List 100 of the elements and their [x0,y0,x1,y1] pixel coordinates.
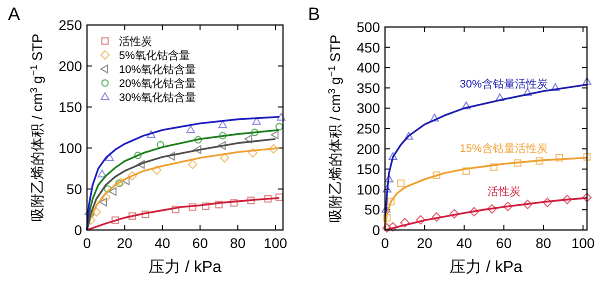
point [582,77,592,85]
point [276,112,286,121]
point [112,216,120,224]
point [167,152,175,161]
point [522,200,532,210]
x-tick-label: 20 [416,235,433,251]
point [556,154,564,162]
point [218,141,226,150]
point [450,209,460,218]
point [230,199,238,207]
point [116,178,126,188]
point [400,218,410,228]
point [387,198,395,206]
x-tick-label: 80 [230,235,246,251]
point [152,165,162,175]
point [244,134,252,144]
point [105,153,114,161]
point [432,171,440,179]
point [194,136,202,144]
point [469,207,479,216]
series-label: 30%含钴量活性炭 [460,77,548,90]
point [542,198,552,208]
x-axis-title: 压力 / kPa [450,258,523,276]
point [98,170,106,178]
point [487,204,497,214]
point [215,200,223,208]
point [583,153,591,161]
point [383,214,391,222]
point [172,206,180,214]
legend-label: 活性炭 [119,35,152,48]
point [202,202,210,210]
point [142,210,150,218]
point [268,144,278,154]
point [186,125,196,134]
y-tick-label: 200 [58,58,82,74]
point [218,120,228,128]
legend-label: 30%氧化钴含量 [119,91,196,104]
y-tick-label: 0 [74,222,82,238]
y-tick-label: 100 [356,181,380,198]
point [388,222,398,232]
legend-label: 20%氧化钴含量 [119,77,196,90]
y-tick-label: 250 [356,120,380,136]
x-tick-label: 40 [456,235,472,251]
series-label: 15%含钴量活性炭 [460,142,548,155]
point [128,171,137,181]
point [250,128,258,136]
point [550,83,560,92]
point [384,174,394,182]
point [382,184,392,193]
y-tick-label: 500 [356,19,380,35]
point [188,160,198,170]
x-axis-title: 压力 / kPa [148,258,222,276]
point [397,180,405,188]
point [503,202,512,212]
y-tick-label: 0 [372,222,380,238]
point [252,117,262,125]
y-tick-label: 100 [58,140,82,156]
x-tick-label: 80 [536,235,552,251]
point [430,114,439,122]
point [248,148,258,158]
point [188,203,196,211]
y-tick-label: 50 [66,181,82,197]
x-tick-label: 40 [154,235,170,251]
y-tick-label: 400 [356,60,380,76]
y-tick-label: 50 [364,202,380,218]
point [108,187,116,196]
point [270,130,279,140]
y-tick-label: 150 [356,161,380,178]
point [514,159,522,167]
point [99,198,108,207]
point [134,152,142,160]
x-tick-label: 20 [116,235,133,251]
point [462,101,471,110]
point [462,167,470,175]
point [490,163,498,171]
x-tick-label: 100 [571,235,595,251]
y-tick-label: 250 [58,17,82,33]
x-tick-label: 100 [264,235,288,251]
point [536,157,544,165]
point [388,152,398,160]
x-tick-label: 60 [192,235,208,251]
y-tick-label: 450 [356,39,380,56]
point [115,180,123,188]
chart-title: A [8,4,20,24]
point [128,212,136,220]
point [193,145,202,154]
point [582,192,592,202]
point [247,196,255,204]
point [495,93,504,102]
point [432,212,442,222]
point [104,185,112,193]
y-tick-label: 200 [356,140,380,157]
point [218,132,226,140]
chart-title: B [308,4,320,24]
point [101,192,111,202]
point [156,140,164,148]
point [416,215,426,225]
legend-label: 10%氧化钴含量 [119,63,196,76]
y-tick-label: 350 [356,80,380,96]
point [136,160,145,169]
